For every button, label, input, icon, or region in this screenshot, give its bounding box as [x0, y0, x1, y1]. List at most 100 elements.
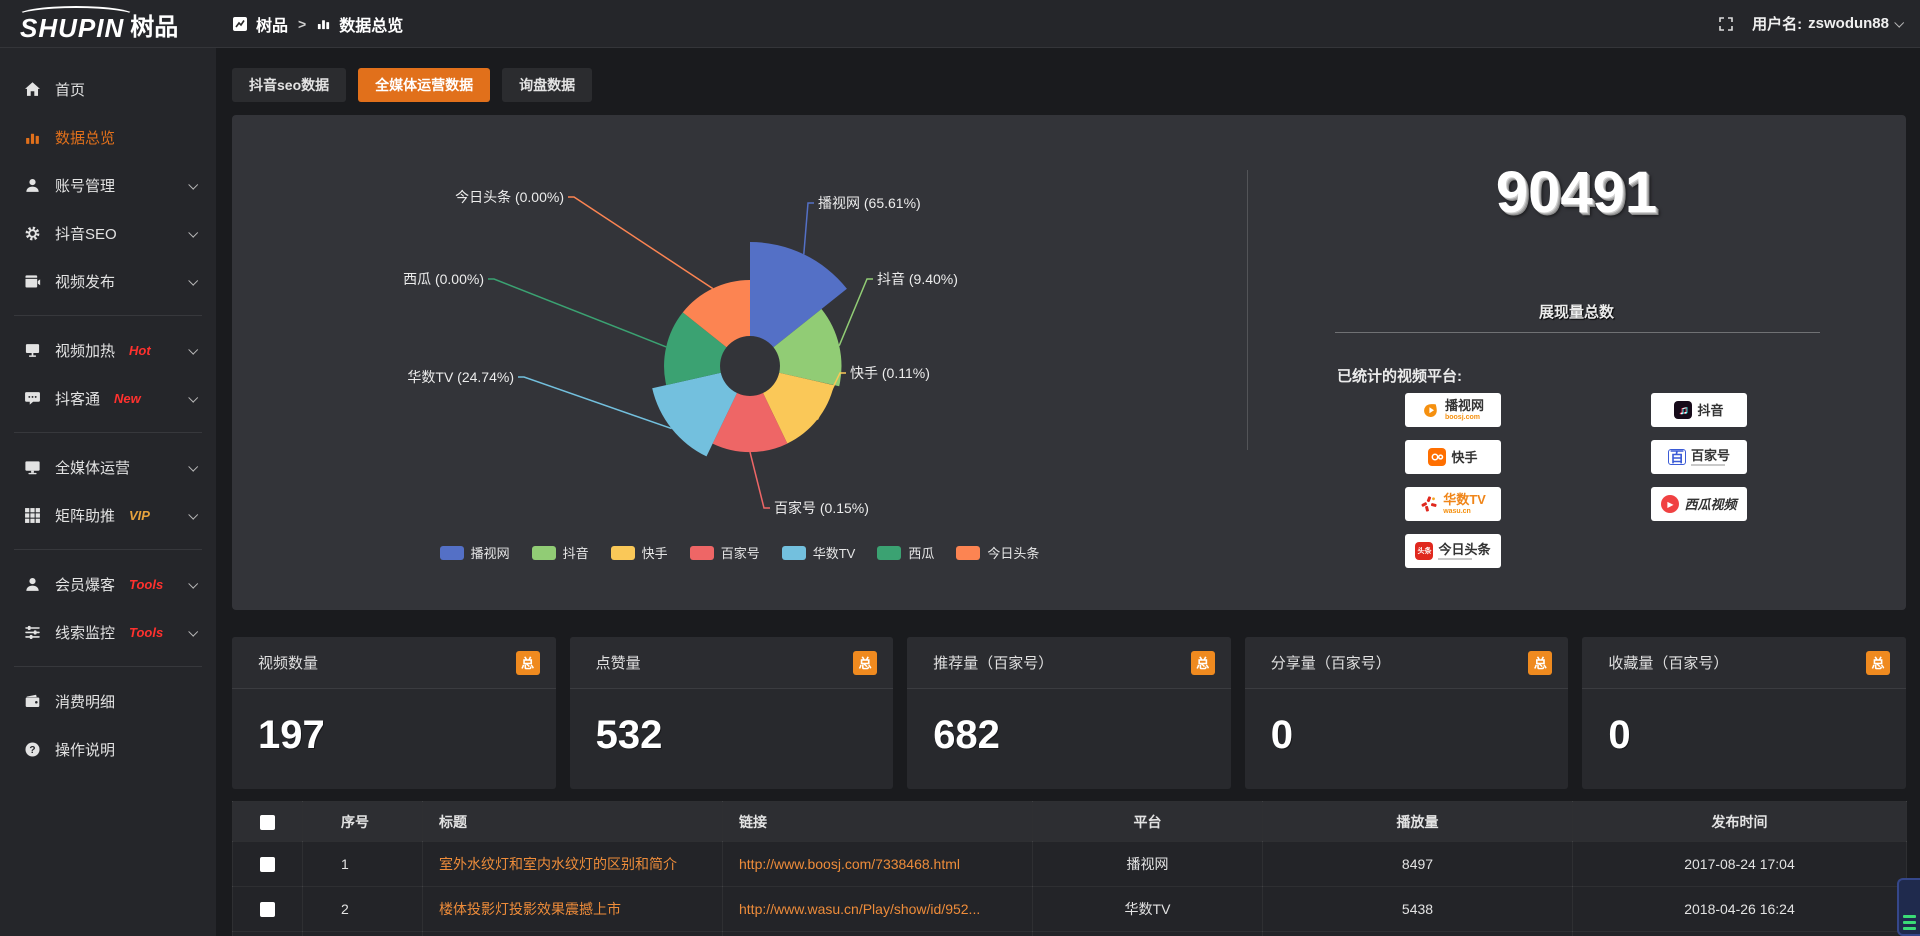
legend-item[interactable]: 快手: [610, 543, 668, 562]
row-checkbox[interactable]: [260, 857, 275, 873]
platform-name: 快手: [1451, 449, 1478, 465]
sidebar-item-spend-detail[interactable]: 消费明细: [0, 677, 216, 725]
sidebar-item-label: 消费明细: [55, 693, 116, 711]
select-all-checkbox[interactable]: [260, 814, 275, 830]
breadcrumb-root[interactable]: 树品: [256, 17, 289, 35]
platform-column: 播视网 boosj.com 快手 华数TV wasu.cn 头条 今日头条: [1405, 393, 1501, 581]
sidebar-item-douketong[interactable]: 抖客通 New: [0, 374, 216, 422]
sidebar-item-account-manage[interactable]: 账号管理: [0, 161, 216, 209]
pie-slice[interactable]: [763, 372, 834, 444]
chevron-down-icon: [188, 509, 199, 520]
sidebar-item-video-publish[interactable]: 视频发布: [0, 257, 216, 305]
pie-slice[interactable]: [750, 242, 847, 348]
sidebar-item-omni-media[interactable]: 全媒体运营: [0, 443, 216, 491]
sidebar-divider: [14, 315, 202, 316]
sidebar-item-label: 矩阵助推: [55, 507, 116, 525]
pie-slice[interactable]: [712, 393, 788, 453]
platform-name: 抖音: [1697, 402, 1724, 418]
card-title: 收藏量（百家号）: [1608, 655, 1729, 672]
legend-item[interactable]: 西瓜: [877, 543, 934, 562]
logo-arc: [16, 5, 136, 26]
user-icon: [24, 177, 41, 194]
pie-slice[interactable]: [664, 312, 727, 386]
sidebar-item-matrix-boost[interactable]: 矩阵助推 VIP: [0, 491, 216, 539]
table-row-partial: [232, 931, 1907, 936]
cell-views: 8497: [1262, 841, 1573, 887]
legend-label: 快手: [641, 546, 668, 561]
platform-badge-boosj: 播视网 boosj.com: [1405, 393, 1501, 427]
badge-tagline: [1438, 557, 1473, 560]
card-title: 推荐量（百家号）: [933, 655, 1054, 672]
video-title-link[interactable]: 楼体投影灯投影效果震撼上市: [439, 901, 621, 917]
video-icon: [24, 273, 41, 290]
legend-item[interactable]: 今日头条: [956, 543, 1039, 562]
sidebar-item-label: 抖客通: [55, 390, 101, 408]
breadcrumb-current[interactable]: 数据总览: [339, 17, 404, 35]
sidebar-item-home[interactable]: 首页: [0, 65, 216, 113]
label-line: [518, 376, 672, 430]
legend-item[interactable]: 百家号: [689, 543, 760, 562]
tab-omni-media[interactable]: 全媒体运营数据: [358, 68, 491, 102]
sidebar-item-data-overview[interactable]: 数据总览: [0, 113, 216, 161]
breadcrumb-separator: >: [298, 15, 307, 32]
video-url-link[interactable]: http://www.boosj.com/7338468.html: [739, 856, 961, 872]
legend-label: 抖音: [562, 546, 589, 561]
username-menu[interactable]: 用户名: zswodun88: [1752, 13, 1905, 34]
tab-douyin-seo[interactable]: 抖音seo数据: [232, 68, 347, 102]
slice-label: 华数TV (24.74%): [407, 369, 514, 385]
sidebar-item-label: 全媒体运营: [55, 459, 131, 477]
slice-label: 今日头条 (0.00%): [455, 189, 564, 205]
sidebar-item-help[interactable]: ? 操作说明: [0, 725, 216, 773]
card-header: 收藏量（百家号） 总: [1582, 637, 1906, 689]
sidebar-badge: New: [114, 390, 141, 406]
legend-item[interactable]: 抖音: [531, 543, 589, 562]
platform-badge-wasu: 华数TV wasu.cn: [1405, 487, 1501, 521]
legend-label: 华数TV: [812, 546, 856, 561]
row-checkbox[interactable]: [260, 902, 275, 918]
stat-card-recommends: 推荐量（百家号） 总 682: [907, 637, 1231, 789]
sidebar-item-label: 首页: [55, 81, 86, 99]
sidebar-item-douyin-seo[interactable]: 抖音SEO: [0, 209, 216, 257]
card-value: 0: [1270, 713, 1294, 757]
sidebar-item-label: 操作说明: [55, 741, 116, 759]
sidebar-item-video-heat[interactable]: 视频加热 Hot: [0, 326, 216, 374]
table-row: 2 楼体投影灯投影效果震撼上市 http://www.wasu.cn/Play/sh…: [232, 886, 1907, 932]
logo-text-cn: 树品: [130, 14, 179, 42]
chat-icon: [24, 390, 41, 407]
sidebar: 首页数据总览 账号管理 抖音SEO 视频发布视频加热 Hot 抖客通 New 全媒体运营矩阵助…: [0, 48, 216, 936]
bar-chart-icon: [316, 16, 331, 31]
cell-no: 1: [302, 841, 423, 887]
username-value: zswodun88: [1808, 15, 1889, 32]
sidebar-item-lead-monitor[interactable]: 线索监控 Tools: [0, 608, 216, 656]
sidebar-item-member-burst[interactable]: 会员爆客 Tools: [0, 560, 216, 608]
data-tabs: 抖音seo数据 全媒体运营数据 询盘数据: [232, 68, 1906, 102]
label-line: [803, 202, 814, 255]
card-value: 682: [933, 713, 1000, 757]
legend-item[interactable]: 播视网: [439, 543, 510, 562]
fullscreen-icon[interactable]: [1718, 16, 1734, 32]
chevron-down-icon: [188, 461, 199, 472]
legend-item[interactable]: 华数TV: [781, 543, 856, 562]
card-header: 点赞量 总: [569, 637, 894, 689]
pie-slice[interactable]: [773, 309, 842, 387]
tab-inquiry[interactable]: 询盘数据: [502, 68, 593, 102]
legend-swatch: [531, 545, 556, 560]
sidebar-badge: Tools: [129, 576, 164, 592]
platform-name: 百家号: [1690, 447, 1730, 463]
legend-swatch: [439, 545, 464, 560]
pie-slice[interactable]: [652, 372, 737, 457]
video-title-link[interactable]: 室外水纹灯和室内水纹灯的区别和简介: [439, 856, 677, 872]
video-url-link[interactable]: http://www.wasu.cn/Play/show/id/952...: [739, 901, 981, 917]
legend-label: 今日头条: [987, 546, 1040, 561]
chevron-down-icon: [188, 227, 199, 238]
platform-badge-xigua: ▶ 西瓜视频: [1651, 487, 1747, 521]
platform-name: 华数TV: [1443, 492, 1486, 507]
floating-widget[interactable]: [1897, 878, 1920, 936]
shupin-mark-icon: [232, 16, 248, 32]
stat-card-video-count: 视频数量 总 197: [232, 637, 556, 789]
pie-slice[interactable]: [682, 280, 750, 348]
card-value: 532: [595, 713, 663, 757]
total-badge: 总: [1190, 650, 1215, 675]
summary-divider: [1335, 332, 1820, 333]
legend-label: 西瓜: [908, 546, 935, 561]
